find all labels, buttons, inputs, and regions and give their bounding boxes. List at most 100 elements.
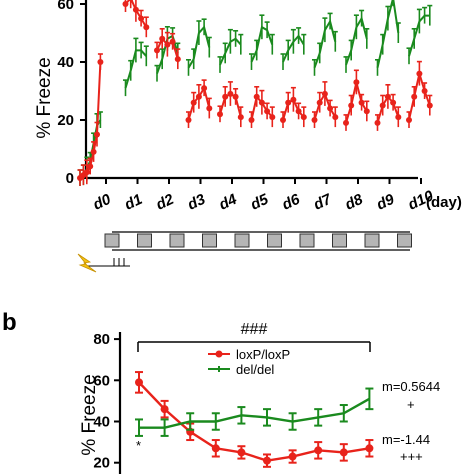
panel-a-red-point	[295, 108, 302, 115]
panel-a-y-tick-label: 40	[57, 54, 74, 71]
panel-b-loxp-point	[237, 448, 246, 457]
legend: loxP/loxP del/del	[208, 347, 290, 377]
panel-a-day-label: d7	[311, 191, 335, 214]
panel-a-red-point	[83, 169, 90, 176]
panel-b-y-tick-label: 80	[93, 331, 110, 348]
panel-a-red-point	[358, 99, 365, 106]
panel-b-loxp-point	[135, 378, 143, 387]
panel-a-day-label: d0	[91, 191, 115, 214]
panel-a-day-label: d5	[248, 191, 272, 214]
panel-a-red-point	[411, 93, 418, 100]
panel-b-loxp-point	[211, 444, 220, 453]
panel-a-day-label: d8	[343, 191, 367, 214]
panel-a-red-point	[169, 38, 176, 45]
panel-a-red-point	[206, 105, 213, 112]
panel-a-red-point	[195, 93, 202, 100]
lightning-bolt-icon	[77, 253, 97, 273]
first-point-star: *	[136, 438, 141, 453]
legend-marker-loxp	[215, 350, 223, 358]
panel-a-day-label: d4	[217, 191, 241, 214]
panel-a-red-point	[222, 93, 229, 100]
panel-a-red-point	[348, 102, 355, 109]
panel-a-red-point	[311, 117, 318, 123]
panel-a-day-label: d9	[374, 191, 398, 214]
panel-b-loxp-line	[138, 381, 370, 462]
panel-a-red-point	[316, 99, 323, 106]
panel-b-loxp-point	[288, 452, 297, 461]
panel-b-y-tick-label: 20	[93, 455, 110, 472]
panel-b-del-line	[139, 397, 370, 429]
panel-b-y-tick-label: 40	[93, 414, 110, 431]
panel-a-red-point	[164, 41, 171, 48]
session-box	[104, 233, 120, 248]
green-slope-label: m=0.5644	[382, 379, 440, 394]
session-box	[332, 233, 347, 248]
panel-a-red-point	[426, 102, 433, 109]
red-slope-label: m=-1.44	[382, 432, 430, 447]
panel-a-red-point	[290, 96, 297, 103]
session-box	[169, 233, 185, 248]
panel-a-red-point	[154, 47, 160, 54]
panel-b-y-label: % Freeze	[79, 374, 100, 455]
panel-a-red-point	[421, 88, 428, 94]
panel-a-red-point	[217, 111, 223, 118]
panel-a-red-point	[327, 105, 334, 112]
panel-a-red-point	[122, 1, 129, 7]
panel-a-day-label: d1	[122, 191, 145, 214]
panel-a-red-point	[87, 163, 94, 170]
panel-a-red-point	[285, 99, 292, 106]
panel-a-red-point	[132, 6, 139, 13]
panel-a-red-point	[353, 79, 360, 86]
panel-a-red-point	[332, 114, 339, 121]
panel-a-red-point	[185, 117, 192, 123]
panel-a-y-tick-label: 20	[57, 112, 74, 129]
session-box	[202, 233, 217, 248]
panel-a-red-point	[90, 148, 97, 155]
panel-a-red-point	[143, 24, 150, 31]
panel-a-red-point	[97, 59, 104, 65]
panel-a-red-point	[159, 35, 166, 42]
panel-a-red-point	[374, 119, 381, 126]
significance-bracket: ###	[137, 321, 371, 352]
panel-a-red-point	[138, 15, 145, 22]
panel-a-red-point	[264, 108, 271, 115]
panel-a-red-point	[237, 114, 244, 121]
panel-a-x-unit-label: (day)	[426, 194, 462, 211]
legend-label-del: del/del	[236, 362, 274, 377]
session-box	[137, 233, 152, 248]
panel-a-red-point	[390, 99, 397, 106]
panel-a-red-point	[258, 99, 265, 106]
panel-a-day-label: d3	[185, 191, 209, 214]
session-box	[299, 233, 315, 248]
panel-a-red-point	[416, 70, 423, 77]
panel-a-red-point	[253, 93, 260, 100]
panel-b-y-tick-label: 60	[93, 372, 110, 389]
panel-a-red-point	[94, 131, 100, 138]
panel-a-day-label: d2	[154, 191, 178, 214]
session-box	[267, 233, 282, 248]
panel-a-red-point	[300, 114, 307, 121]
panel-a-red-point	[248, 117, 255, 123]
panel-a-red-point	[280, 117, 286, 123]
panel-a-y-tick-label: 60	[57, 0, 74, 13]
panel-a-red-point	[174, 56, 181, 63]
panel-a-red-point	[269, 114, 276, 121]
panel-a-red-point	[395, 114, 402, 121]
panel-b-loxp-point	[314, 446, 323, 455]
panel-a-red-point	[406, 117, 412, 123]
panel-a-red-point	[232, 93, 239, 100]
session-box	[234, 233, 250, 248]
panel-a-red-point	[343, 119, 349, 126]
panel-b-chart: b 20 40 60 80 ### loxP/loxP del/del % Freez…	[2, 309, 440, 474]
panel-a-y-label: % Freeze	[34, 57, 55, 138]
green-sig-label: +	[407, 397, 415, 412]
session-box	[397, 233, 412, 248]
session-box	[364, 233, 380, 248]
shock-schedule	[88, 258, 130, 267]
panel-a-red-point	[379, 102, 386, 109]
panel-b-loxp-point	[263, 456, 271, 465]
panel-a-day-label: d6	[280, 191, 304, 214]
panel-b-loxp-point	[160, 405, 169, 414]
panel-a-red-point	[190, 99, 197, 106]
